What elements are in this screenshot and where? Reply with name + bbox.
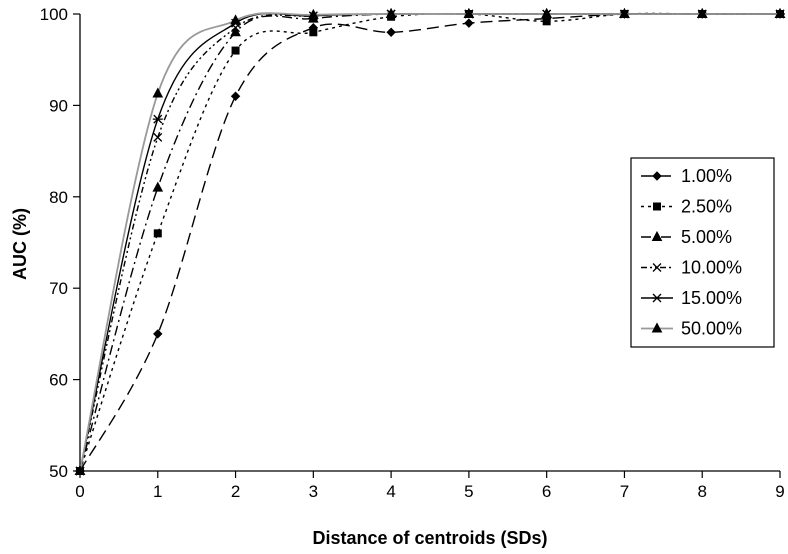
- legend-item: 10.00%: [641, 258, 742, 278]
- data-point: [541, 7, 552, 18]
- x-tick-label: 5: [464, 482, 473, 501]
- data-point: [153, 329, 163, 339]
- x-tick-label: 7: [620, 482, 629, 501]
- data-point: [152, 181, 164, 192]
- legend-marker: [653, 202, 661, 211]
- axes: 50 60 70 80 90 100 0 1 2 3 4 5 6 7 8 9: [40, 5, 785, 501]
- legend-label: 5.00%: [681, 227, 732, 247]
- legend-label: 50.00%: [681, 319, 742, 339]
- x-axis-title: Distance of centroids (SDs): [312, 528, 547, 548]
- x-tick-label: 8: [697, 482, 706, 501]
- x-tick-label: 0: [75, 482, 84, 501]
- series-line: [79, 13, 780, 472]
- data-point: [464, 18, 474, 28]
- legend-box: [630, 157, 775, 348]
- legend-marker: [652, 263, 662, 272]
- series-line: [79, 12, 780, 472]
- legend-item: 2.50%: [641, 197, 732, 217]
- legend-item: 1.00%: [641, 166, 732, 186]
- legend-item: 50.00%: [641, 319, 742, 339]
- y-tick-label: 70: [49, 279, 68, 298]
- data-point: [153, 229, 162, 238]
- x-tick-label: 6: [542, 482, 551, 501]
- y-tick-label: 50: [49, 462, 68, 481]
- legend-marker: [652, 293, 662, 303]
- data-point: [231, 46, 240, 55]
- data-point: [696, 7, 708, 18]
- legend-label: 1.00%: [681, 166, 732, 186]
- legend-marker: [651, 230, 663, 241]
- legend-label: 2.50%: [681, 197, 732, 217]
- data-point: [463, 7, 475, 18]
- data-point: [386, 27, 396, 37]
- data-point: [308, 8, 319, 19]
- y-axis-title: AUC (%): [10, 208, 30, 280]
- x-tick-label: 9: [775, 482, 784, 501]
- data-point: [619, 7, 630, 18]
- x-tick-label: 2: [231, 482, 240, 501]
- data-point: [153, 132, 163, 142]
- data-point: [152, 87, 164, 98]
- data-point: [230, 14, 241, 25]
- data-point: [385, 7, 397, 18]
- legend-item: 15.00%: [641, 288, 742, 308]
- data-point: [230, 26, 241, 37]
- data-point: [230, 91, 241, 101]
- y-tick-label: 100: [40, 5, 68, 24]
- data-point: [542, 17, 551, 26]
- legend-item: 5.00%: [641, 227, 732, 247]
- y-tick-label: 80: [49, 188, 68, 207]
- series-50.00%: [74, 7, 786, 475]
- x-tick-label: 4: [386, 482, 395, 501]
- legend-label: 10.00%: [681, 258, 742, 278]
- data-point: [774, 7, 786, 18]
- y-tick-label: 60: [49, 371, 68, 390]
- x-tick-label: 1: [153, 482, 162, 501]
- data-point: [152, 114, 163, 124]
- legend-marker: [651, 322, 663, 333]
- data-point: [74, 464, 86, 475]
- legend-marker: [652, 171, 662, 181]
- legend-label: 15.00%: [681, 288, 742, 308]
- x-tick-label: 3: [309, 482, 318, 501]
- series-layer: [74, 7, 786, 476]
- y-tick-label: 90: [49, 96, 68, 115]
- legend: 1.00% 2.50% 5.00% 10.00% 15.00% 50.00%: [630, 157, 775, 348]
- series-line: [79, 12, 780, 472]
- data-point: [309, 28, 318, 37]
